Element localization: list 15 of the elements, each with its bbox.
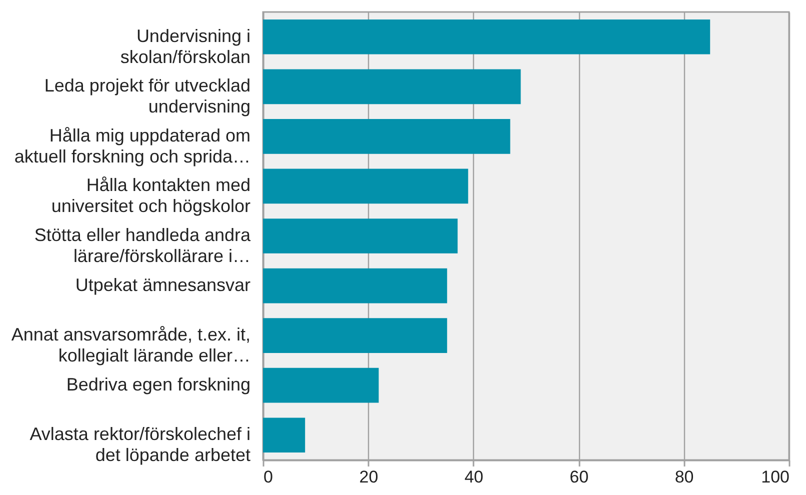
y-tick-label: Hålla kontakten med universitet och högskolor [51, 175, 251, 216]
y-tick-label: Stötta eller handleda andra lärare/förskollärare i… [34, 225, 252, 266]
y-tick-label: Hålla mig uppdaterad om aktuell forskning och sprida… [14, 125, 250, 166]
y-tick-label: Annat ansvarsområde, t.ex. it, kollegialt lärande eller… [11, 324, 250, 366]
y-tick-label: Undervisning i skolan/förskolan [120, 26, 250, 67]
x-tick-label: 20 [359, 468, 378, 486]
y-tick-label: Leda projekt för utvecklad undervisning [44, 76, 250, 117]
y-tick-label: Utpekat ämnesansvar [75, 274, 250, 295]
x-tick-label: 80 [674, 468, 694, 486]
y-tick-label: Avlasta rektor/förskolechef i det löpande arbetet [30, 424, 250, 466]
x-tick-label: 100 [761, 468, 790, 486]
x-tick-label: 40 [464, 468, 484, 486]
x-tick-label: 0 [264, 468, 273, 486]
y-tick-label: Bedriva egen forskning [66, 374, 250, 394]
x-tick-label: 60 [570, 468, 589, 486]
